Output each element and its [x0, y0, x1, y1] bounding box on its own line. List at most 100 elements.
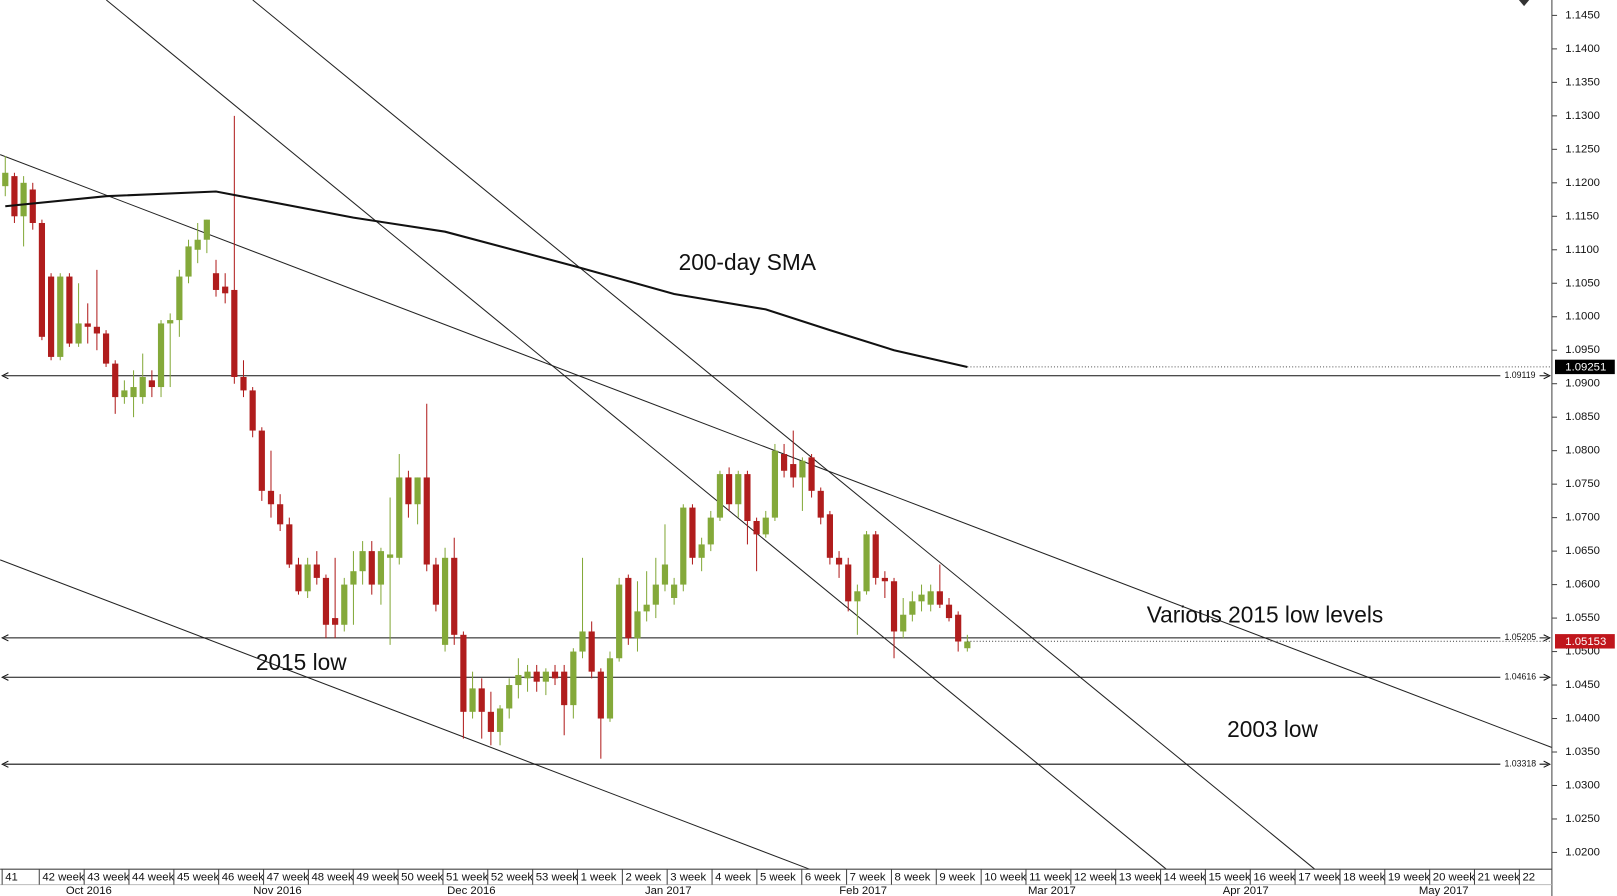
candle-body — [57, 276, 64, 357]
level-label: 1.03318 — [1504, 759, 1536, 769]
month-label: Dec 2016 — [447, 885, 496, 896]
candle-body — [47, 276, 55, 357]
y-tick-label: 1.0650 — [1565, 545, 1600, 557]
candle-body — [945, 604, 953, 619]
candle-body — [112, 363, 119, 398]
candle-body — [469, 688, 476, 712]
annotation: Various 2015 low levels — [1147, 602, 1384, 628]
x-tick-label: 11 week — [1029, 871, 1071, 883]
candle-body — [231, 289, 238, 378]
candle-body — [350, 571, 357, 585]
y-tick-label: 1.1300 — [1565, 110, 1600, 122]
candle-body — [240, 377, 247, 391]
month-label: Nov 2016 — [253, 885, 301, 896]
y-tick-label: 1.0300 — [1565, 779, 1600, 791]
x-tick-label: 17 week — [1298, 871, 1341, 883]
annotation: 2003 low — [1227, 716, 1318, 742]
candle-body — [496, 708, 504, 732]
candle-body — [341, 584, 348, 625]
level-arrow — [1, 634, 9, 642]
y-tick-label: 1.1250 — [1565, 143, 1600, 155]
candle-body — [2, 172, 9, 187]
candle-body — [405, 477, 412, 505]
candle-body — [771, 450, 779, 518]
candle-body — [423, 477, 430, 565]
menu-arrow[interactable] — [1518, 0, 1530, 7]
candle-body — [671, 584, 678, 598]
y-tick-label: 1.0250 — [1565, 813, 1600, 825]
y-tick-label: 1.1100 — [1565, 244, 1599, 256]
candle-body — [689, 507, 696, 558]
x-tick-label: 4 week — [715, 871, 751, 883]
y-tick-label: 1.0800 — [1565, 445, 1600, 457]
candle-body — [542, 671, 549, 682]
x-tick-label: 19 week — [1388, 871, 1431, 883]
candle-body — [451, 557, 458, 635]
candle-body — [835, 557, 843, 565]
x-tick-label: 7 week — [850, 871, 886, 883]
candle-body — [680, 507, 687, 585]
candle-body — [872, 534, 879, 578]
candle-body — [75, 323, 82, 344]
candle-body — [927, 591, 934, 605]
candle-body — [185, 246, 192, 277]
candle-body — [661, 564, 669, 585]
level-arrow — [1543, 372, 1551, 380]
candle-body — [295, 564, 302, 592]
candle-body — [808, 457, 815, 491]
x-tick-label: 8 week — [895, 871, 931, 883]
candle-body — [84, 323, 91, 327]
month-label: Apr 2017 — [1223, 885, 1269, 896]
candle-body — [157, 323, 165, 388]
x-tick-label: 16 week — [1253, 871, 1296, 883]
candle-body — [249, 390, 256, 431]
month-label: Jan 2017 — [645, 885, 692, 896]
candle-body — [359, 551, 366, 572]
candle-body — [606, 658, 614, 719]
level-label-bg — [1500, 632, 1540, 643]
price-tag — [1554, 634, 1615, 649]
candle-body — [368, 551, 375, 585]
level-arrow — [1543, 760, 1551, 768]
level-arrow — [1, 760, 9, 768]
x-tick-label: 46 week — [222, 871, 265, 883]
month-label: May 2017 — [1419, 885, 1469, 896]
candle-body — [432, 564, 440, 605]
x-tick-label: 45 week — [177, 871, 220, 883]
candle-body — [726, 474, 733, 505]
y-tick-label: 1.0350 — [1565, 746, 1600, 758]
candle-body — [29, 189, 36, 223]
candle-body — [267, 490, 275, 505]
x-tick-label: 20 week — [1433, 871, 1476, 883]
level-label-bg — [1500, 672, 1540, 683]
candle-body — [652, 584, 659, 605]
candle-body — [148, 380, 155, 388]
x-tick-label: 9 week — [939, 871, 975, 883]
x-tick-label: 5 week — [760, 871, 796, 883]
candle-body — [707, 517, 714, 545]
x-tick-label: 44 week — [132, 871, 175, 883]
x-tick-label: 52 week — [491, 871, 534, 883]
candle-body — [625, 577, 632, 639]
candle-body — [716, 474, 724, 518]
annotation: 2015 low — [256, 649, 347, 675]
candle-body — [478, 688, 485, 712]
annotation: 200-day SMA — [679, 249, 817, 275]
candle-body — [414, 477, 421, 505]
candle-body — [817, 490, 824, 518]
price-tag-label: 1.05153 — [1565, 636, 1606, 648]
candle-body — [579, 631, 586, 652]
candle-body — [900, 614, 907, 632]
candle-body — [551, 671, 559, 679]
level-arrow — [1, 372, 9, 380]
candle-body — [634, 611, 641, 639]
y-tick-label: 1.1150 — [1565, 210, 1599, 222]
candle-body — [277, 504, 284, 525]
x-tick-label: 47 week — [267, 871, 310, 883]
candle-body — [20, 182, 27, 217]
candle-body — [377, 551, 385, 585]
candle-body — [222, 286, 229, 294]
candle-body — [588, 631, 595, 672]
